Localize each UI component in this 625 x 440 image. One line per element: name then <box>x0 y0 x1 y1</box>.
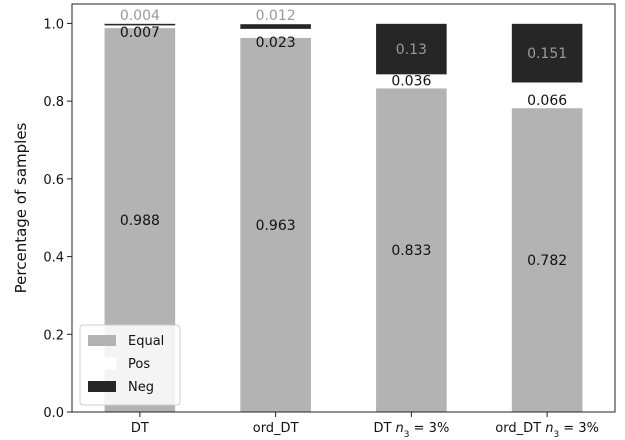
data-label-neg-2: 0.012 <box>256 8 296 24</box>
y-tick-label: 0.4 <box>43 251 64 266</box>
data-label-neg-1: 0.004 <box>120 8 160 24</box>
legend-label-equal: Equal <box>128 334 164 349</box>
legend-label-pos: Pos <box>128 357 150 372</box>
y-tick-label: 0.8 <box>43 95 64 110</box>
data-label-pos-4: 0.066 <box>527 93 567 109</box>
legend-label-neg: Neg <box>128 380 154 395</box>
bar-equal-2 <box>240 37 311 412</box>
data-label-neg-3: 0.13 <box>396 42 427 58</box>
plot-frame <box>71 3 616 413</box>
y-tick-label: 0.0 <box>43 406 64 421</box>
legend-swatch-neg <box>88 381 116 392</box>
bar-pos-3 <box>376 74 447 89</box>
data-label-equal-2: 0.963 <box>256 218 296 234</box>
y-axis: 0.0 0.2 0.4 0.6 0.8 1.0 <box>43 17 72 421</box>
data-label-neg-4: 0.151 <box>527 46 567 62</box>
x-axis: DT ord_DT DT n3 = 3% ord_DT n3 = 3% <box>131 412 599 440</box>
bar-neg-4 <box>511 23 583 83</box>
bar-neg-2 <box>240 24 311 29</box>
x-tick-label: DT n3 = 3% <box>373 421 449 440</box>
y-tick-label: 1.0 <box>43 17 64 32</box>
bar-pos-1 <box>104 25 176 29</box>
data-label-pos-2: 0.023 <box>256 35 296 51</box>
bar-pos-4 <box>511 82 583 109</box>
data-label-pos-1: 0.007 <box>120 25 160 41</box>
bars-layer <box>104 23 583 412</box>
bar-equal-4 <box>511 108 583 412</box>
x-tick-label: DT <box>131 421 149 436</box>
x-tick-label: ord_DT <box>253 421 299 436</box>
x-tick-label: ord_DT n3 = 3% <box>495 421 599 440</box>
legend-swatch-equal <box>88 335 116 346</box>
legend-swatch-pos <box>87 357 117 370</box>
y-axis-title: Percentage of samples <box>12 122 30 293</box>
data-label-pos-3: 0.036 <box>391 73 431 89</box>
data-label-equal-4: 0.782 <box>527 253 567 269</box>
bar-pos-2 <box>240 28 311 38</box>
data-label-equal-3: 0.833 <box>391 243 431 259</box>
y-tick-label: 0.2 <box>43 328 64 343</box>
data-label-equal-1: 0.988 <box>120 213 160 229</box>
bar-neg-3 <box>376 23 447 75</box>
y-tick-label: 0.6 <box>43 173 64 188</box>
bar-neg-1 <box>104 23 176 26</box>
legend: Equal Pos Neg <box>79 324 181 406</box>
bar-equal-3 <box>376 88 447 412</box>
